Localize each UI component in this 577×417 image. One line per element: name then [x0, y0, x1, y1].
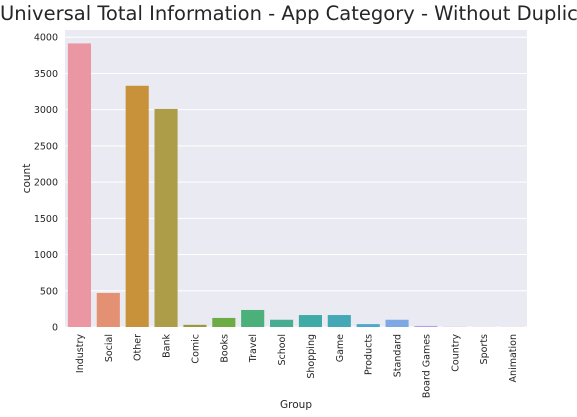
- x-tick-label: Board Games: [421, 334, 432, 398]
- y-tick-label: 2500: [34, 141, 58, 152]
- y-axis-label: count: [21, 164, 33, 194]
- x-tick-label: Products: [364, 334, 375, 375]
- y-tick-label: 4000: [34, 33, 58, 44]
- x-tick-label: Books: [219, 334, 230, 363]
- bar: [183, 324, 207, 327]
- x-tick-label: Bank: [162, 334, 173, 358]
- x-tick-label: Sports: [479, 334, 490, 365]
- bar: [212, 317, 236, 327]
- bars: [67, 43, 525, 328]
- y-tick-label: 2000: [34, 178, 58, 189]
- bar: [385, 319, 409, 327]
- y-tick-label: 500: [40, 286, 58, 297]
- bar: [270, 319, 294, 327]
- x-tick-label: Other: [133, 334, 144, 361]
- x-tick-label: School: [277, 334, 288, 366]
- x-axis-label: Group: [280, 399, 312, 411]
- bar: [298, 315, 322, 327]
- bar: [154, 108, 178, 328]
- y-tick-label: 1500: [34, 214, 58, 225]
- x-tick-label: Travel: [248, 334, 259, 363]
- y-tick-labels: 0 500 1000 1500 2000 2500 3000 3500 4000: [34, 33, 58, 334]
- y-tick-label: 3000: [34, 105, 58, 116]
- chart-title: Universal Total Information - App Catego…: [0, 2, 577, 25]
- x-tick-label: Social: [104, 334, 115, 362]
- bar: [125, 85, 149, 327]
- bar: [67, 43, 91, 328]
- bar: [414, 325, 438, 327]
- x-tick-label: Game: [335, 334, 346, 362]
- bar: [96, 292, 120, 327]
- y-tick-label: 0: [52, 323, 58, 334]
- x-tick-label: Standard: [393, 334, 404, 377]
- y-tick-label: 1000: [34, 250, 58, 261]
- bar: [356, 324, 380, 327]
- x-tick-label: Industry: [75, 334, 86, 373]
- x-tick-label: Country: [450, 334, 461, 372]
- x-tick-label: Comic: [190, 334, 201, 364]
- x-tick-label: Shopping: [306, 334, 317, 379]
- x-tick-label: Animation: [508, 334, 519, 382]
- y-tick-label: 3500: [34, 69, 58, 80]
- bar: [241, 309, 265, 327]
- bar: [327, 315, 351, 327]
- x-tick-labels: Industry Social Other Bank Comic Books Travel S…: [75, 334, 519, 399]
